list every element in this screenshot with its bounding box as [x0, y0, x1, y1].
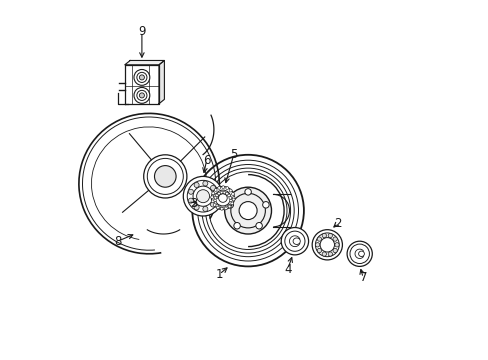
Circle shape: [229, 189, 232, 192]
Circle shape: [334, 243, 339, 247]
Polygon shape: [124, 60, 164, 65]
Circle shape: [228, 202, 231, 205]
Circle shape: [217, 192, 220, 195]
Text: 9: 9: [138, 25, 145, 38]
Circle shape: [232, 197, 235, 199]
Text: 1: 1: [215, 268, 223, 281]
Circle shape: [244, 189, 251, 195]
Circle shape: [222, 186, 224, 189]
Circle shape: [220, 207, 223, 210]
Circle shape: [213, 199, 216, 202]
Circle shape: [210, 202, 215, 207]
Text: 4: 4: [284, 263, 291, 276]
Circle shape: [216, 206, 219, 209]
Text: 7: 7: [359, 271, 366, 284]
Circle shape: [228, 196, 231, 199]
Circle shape: [139, 93, 144, 98]
Circle shape: [203, 206, 207, 211]
Circle shape: [225, 187, 228, 190]
Circle shape: [211, 192, 214, 195]
Circle shape: [226, 202, 233, 208]
Circle shape: [214, 189, 217, 192]
Circle shape: [332, 248, 337, 253]
Circle shape: [262, 202, 268, 208]
Circle shape: [223, 207, 225, 210]
Circle shape: [220, 191, 223, 194]
Circle shape: [213, 203, 216, 206]
Circle shape: [327, 233, 332, 238]
Polygon shape: [124, 65, 159, 104]
Circle shape: [134, 87, 149, 103]
Circle shape: [255, 222, 262, 229]
Circle shape: [210, 196, 213, 199]
Circle shape: [214, 196, 217, 199]
Circle shape: [231, 193, 234, 195]
Circle shape: [327, 252, 332, 256]
Circle shape: [211, 186, 234, 210]
Circle shape: [210, 185, 215, 190]
Circle shape: [215, 204, 218, 207]
Circle shape: [229, 199, 232, 202]
Circle shape: [322, 233, 326, 238]
Text: 6: 6: [203, 154, 210, 167]
Circle shape: [230, 202, 233, 205]
Circle shape: [213, 192, 231, 210]
Circle shape: [281, 228, 308, 255]
Circle shape: [223, 191, 225, 194]
Circle shape: [220, 207, 223, 210]
Circle shape: [194, 183, 199, 188]
Text: 2: 2: [334, 217, 341, 230]
Circle shape: [225, 206, 228, 209]
Circle shape: [215, 194, 218, 197]
Circle shape: [211, 200, 214, 203]
Text: 8: 8: [114, 235, 121, 248]
Circle shape: [183, 176, 223, 216]
Circle shape: [192, 155, 303, 266]
Circle shape: [196, 190, 209, 203]
Circle shape: [311, 230, 342, 260]
Circle shape: [224, 187, 271, 234]
Circle shape: [227, 205, 230, 208]
Circle shape: [317, 248, 321, 253]
Circle shape: [239, 202, 257, 220]
Circle shape: [143, 155, 186, 198]
Circle shape: [217, 206, 220, 209]
Circle shape: [322, 252, 326, 256]
Circle shape: [315, 243, 319, 247]
Circle shape: [346, 241, 371, 266]
Polygon shape: [159, 60, 164, 104]
Circle shape: [214, 202, 217, 205]
Circle shape: [203, 181, 207, 186]
Circle shape: [194, 205, 199, 210]
Circle shape: [213, 194, 218, 199]
Text: 5: 5: [229, 148, 237, 161]
Circle shape: [134, 69, 149, 85]
Circle shape: [154, 166, 176, 187]
Circle shape: [225, 192, 228, 195]
Circle shape: [217, 186, 220, 189]
Circle shape: [232, 198, 235, 201]
Circle shape: [224, 207, 227, 210]
Circle shape: [188, 198, 193, 203]
Circle shape: [332, 237, 337, 241]
Circle shape: [317, 237, 321, 241]
Circle shape: [227, 204, 230, 207]
Circle shape: [139, 75, 144, 80]
Circle shape: [233, 222, 240, 229]
Text: 3: 3: [190, 197, 197, 210]
Circle shape: [188, 189, 193, 194]
Circle shape: [227, 194, 230, 197]
